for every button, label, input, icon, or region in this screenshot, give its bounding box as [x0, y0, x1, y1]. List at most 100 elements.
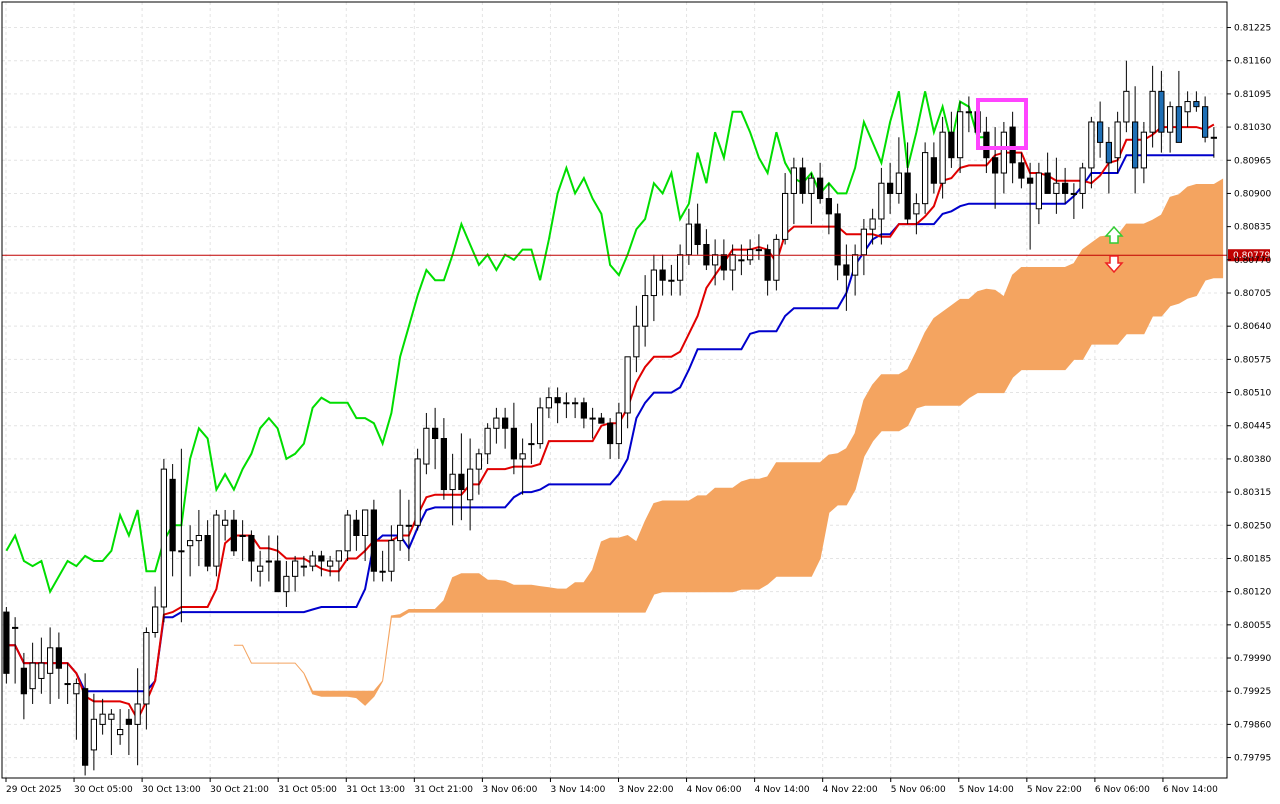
candle — [642, 275, 649, 347]
candle — [73, 678, 80, 740]
candle-body — [537, 407, 544, 445]
candle-body — [449, 473, 456, 491]
candle — [318, 550, 325, 577]
candle-body — [633, 325, 640, 358]
candle-body — [55, 647, 62, 669]
candle — [764, 244, 771, 296]
candle-body — [1079, 167, 1086, 194]
candle — [55, 632, 62, 699]
candle — [782, 173, 789, 245]
x-tick-label: 5 Nov 06:00 — [891, 785, 946, 795]
y-tick-label: 0.79795 — [1234, 754, 1271, 764]
candle — [405, 499, 412, 562]
y-tick-label: 0.80510 — [1234, 389, 1271, 399]
candle-body — [195, 535, 202, 542]
candle-body — [1053, 182, 1060, 194]
candle — [825, 183, 832, 235]
candle — [1097, 101, 1104, 158]
candle — [1079, 162, 1086, 209]
candle — [598, 412, 605, 424]
candle-body — [738, 259, 745, 262]
candle — [1035, 162, 1042, 225]
candle-body — [659, 269, 666, 281]
candle-body — [878, 182, 885, 220]
candle-body — [1193, 101, 1200, 108]
cloud-area — [233, 178, 1224, 706]
y-tick-label: 0.81030 — [1234, 123, 1271, 133]
candle-body — [3, 611, 10, 674]
candle — [327, 555, 334, 577]
candle-body — [423, 427, 430, 465]
candle-body — [327, 560, 334, 567]
candle — [213, 509, 220, 577]
candle-body — [405, 524, 412, 527]
x-tick-label: 5 Nov 14:00 — [959, 785, 1014, 795]
candle — [178, 448, 185, 623]
candle-body — [773, 238, 780, 281]
candle — [834, 203, 841, 281]
candle — [414, 448, 421, 531]
plot-frame — [1, 1, 1228, 779]
candle-body — [73, 683, 80, 695]
candle — [703, 229, 710, 271]
candle — [134, 668, 141, 766]
candle-body — [790, 167, 797, 194]
candle-body — [1210, 136, 1217, 139]
candle — [633, 305, 640, 373]
candle-body — [1000, 131, 1007, 174]
candle-body — [475, 453, 482, 470]
candle — [117, 709, 124, 745]
candle-body — [292, 560, 299, 577]
y-tick-label: 0.80055 — [1234, 621, 1271, 631]
candle — [20, 652, 27, 720]
candle — [90, 693, 97, 771]
candle — [852, 244, 859, 296]
candle-body — [20, 667, 27, 695]
candle-body — [747, 249, 754, 261]
x-tick-label: 4 Nov 06:00 — [687, 785, 742, 795]
y-tick-label: 0.79990 — [1234, 654, 1271, 664]
candle — [370, 499, 377, 582]
candle-body — [572, 402, 579, 405]
candle-body — [47, 647, 54, 674]
candle — [957, 101, 964, 174]
candle — [1027, 162, 1034, 250]
candle-body — [729, 254, 736, 271]
candle — [29, 642, 36, 704]
candle — [712, 239, 719, 286]
candle — [948, 111, 955, 168]
candle-body — [965, 111, 972, 114]
candle — [983, 116, 990, 174]
y-tick-label: 0.80315 — [1234, 488, 1271, 498]
y-tick-label: 0.79925 — [1234, 687, 1271, 697]
candle-body — [248, 535, 255, 562]
candle-body — [178, 550, 185, 553]
candle-body — [563, 402, 570, 405]
candle-body — [1105, 141, 1112, 164]
candle — [1105, 127, 1112, 194]
candle — [930, 142, 937, 194]
candle — [563, 392, 570, 419]
candle — [248, 530, 255, 582]
candle-body — [143, 632, 150, 705]
arrow-down-icon — [1104, 255, 1124, 274]
candle — [528, 423, 535, 465]
candle — [379, 550, 386, 582]
candle — [449, 453, 456, 526]
candle — [580, 397, 587, 429]
candle — [1193, 91, 1200, 112]
candle — [265, 535, 272, 582]
candle — [160, 458, 167, 623]
candle — [694, 203, 701, 255]
price-label-bg — [1228, 249, 1270, 262]
candle-body — [414, 458, 421, 526]
candle-body — [12, 626, 19, 629]
y-tick-label: 0.80770 — [1234, 256, 1271, 266]
y-tick-label: 0.80185 — [1234, 554, 1271, 564]
candle-body — [895, 172, 902, 194]
candle — [300, 555, 307, 577]
candle-body — [300, 565, 307, 568]
x-tick-label: 30 Oct 13:00 — [142, 785, 201, 795]
candle — [878, 167, 885, 245]
candle — [3, 606, 10, 684]
